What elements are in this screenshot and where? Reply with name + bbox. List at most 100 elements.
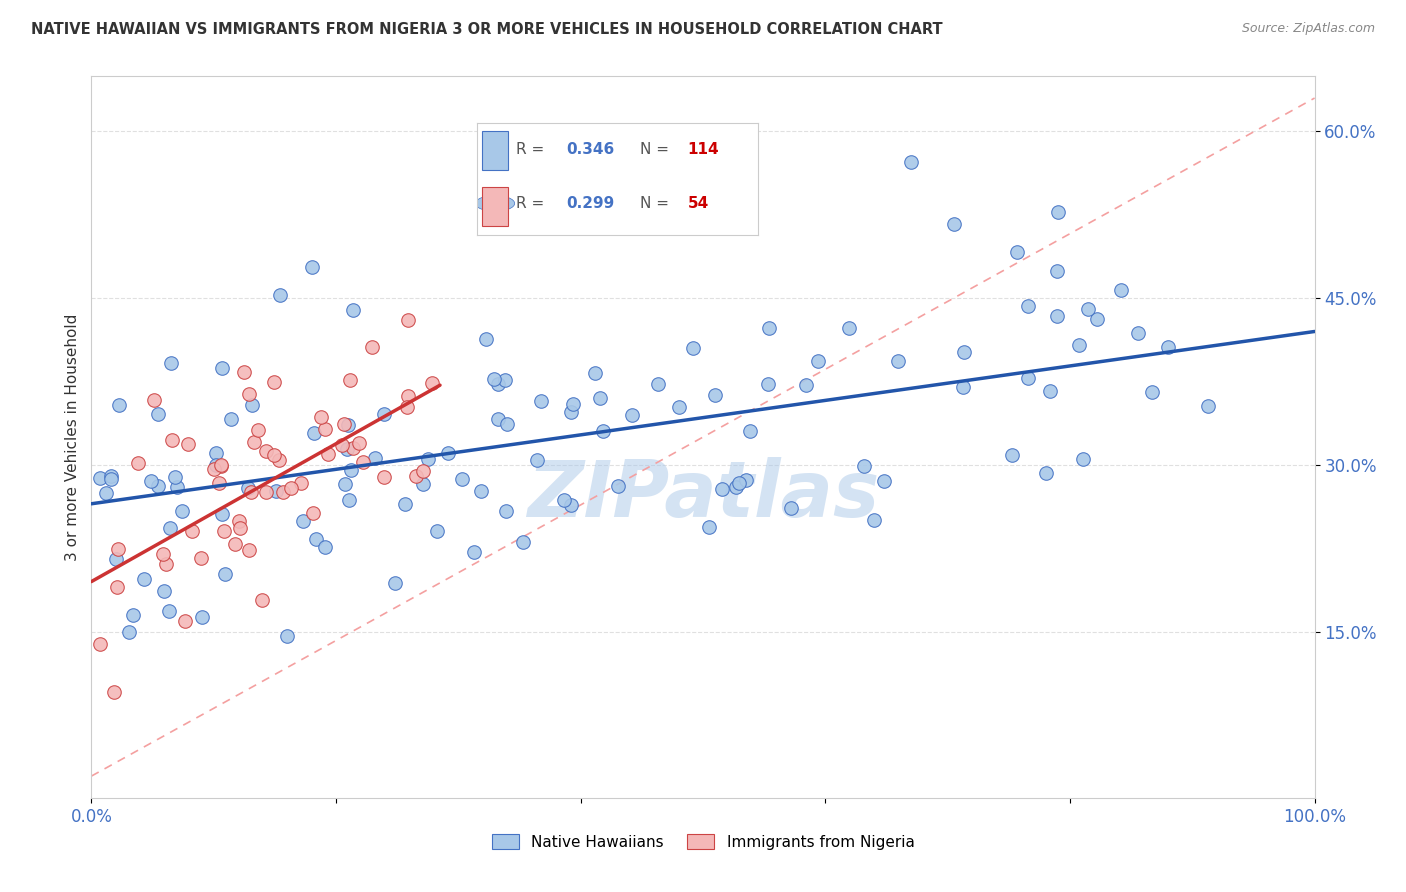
Point xyxy=(269,452,291,467)
Point xyxy=(470,483,492,498)
Point xyxy=(254,444,277,458)
Point xyxy=(209,458,232,473)
Point xyxy=(560,405,582,419)
Point xyxy=(710,482,733,496)
Point xyxy=(494,373,516,387)
Point xyxy=(165,469,187,483)
Point xyxy=(1017,299,1039,313)
Point xyxy=(1142,384,1164,399)
Point xyxy=(209,459,232,474)
Point xyxy=(486,376,509,391)
Point xyxy=(271,485,294,500)
Point xyxy=(530,393,553,408)
Point xyxy=(952,380,974,394)
Point xyxy=(342,302,364,317)
Point xyxy=(228,514,250,528)
Point xyxy=(589,391,612,405)
Point xyxy=(779,501,801,516)
Point xyxy=(364,451,387,466)
Point xyxy=(838,321,860,335)
Point xyxy=(436,446,458,460)
Point xyxy=(887,354,910,368)
Point xyxy=(647,377,669,392)
Point xyxy=(412,464,434,478)
Point xyxy=(155,558,177,572)
Text: ZIPatlas: ZIPatlas xyxy=(527,457,879,533)
Point xyxy=(451,472,474,486)
Point xyxy=(252,592,274,607)
Point xyxy=(316,447,339,461)
Point xyxy=(204,462,226,476)
Point xyxy=(606,479,628,493)
Point xyxy=(495,503,517,517)
Point xyxy=(269,287,291,301)
Point xyxy=(794,378,817,392)
Point xyxy=(159,521,181,535)
Point xyxy=(330,438,353,452)
Point xyxy=(416,451,439,466)
Point xyxy=(336,442,359,456)
Point xyxy=(1046,205,1069,219)
Point xyxy=(305,532,328,546)
Point xyxy=(352,455,374,469)
Point xyxy=(482,372,505,386)
Point xyxy=(143,393,166,408)
Point xyxy=(301,506,323,520)
Point xyxy=(190,551,212,566)
Point xyxy=(373,469,395,483)
Point xyxy=(405,468,427,483)
Point xyxy=(180,524,202,539)
Point xyxy=(159,356,181,370)
Point xyxy=(246,423,269,437)
Point xyxy=(157,604,180,618)
Point xyxy=(205,458,228,472)
Point xyxy=(172,503,194,517)
Point xyxy=(512,535,534,549)
Point xyxy=(153,583,176,598)
Point xyxy=(100,468,122,483)
Point xyxy=(132,572,155,586)
Point xyxy=(863,513,886,527)
Point xyxy=(339,373,361,387)
Point xyxy=(103,684,125,698)
Point xyxy=(495,417,517,431)
Point xyxy=(463,545,485,559)
Point xyxy=(396,400,419,414)
Point xyxy=(1077,301,1099,316)
Point xyxy=(727,476,749,491)
Point xyxy=(682,341,704,355)
Point xyxy=(122,607,145,622)
Point xyxy=(620,408,643,422)
Point xyxy=(176,436,198,450)
Point xyxy=(1046,309,1069,323)
Point xyxy=(254,484,277,499)
Point xyxy=(105,551,128,566)
Point xyxy=(412,476,434,491)
Point xyxy=(553,493,575,508)
Point xyxy=(475,332,498,346)
Point xyxy=(243,435,266,450)
Point xyxy=(240,485,263,500)
Point xyxy=(211,361,233,376)
Point xyxy=(336,417,359,432)
Point xyxy=(384,576,406,591)
Point xyxy=(263,375,285,389)
Text: NATIVE HAWAIIAN VS IMMIGRANTS FROM NIGERIA 3 OR MORE VEHICLES IN HOUSEHOLD CORRE: NATIVE HAWAIIAN VS IMMIGRANTS FROM NIGER… xyxy=(31,22,942,37)
Point xyxy=(127,456,149,470)
Point xyxy=(301,260,323,275)
Point xyxy=(725,480,748,494)
Point xyxy=(1071,452,1094,467)
Text: Source: ZipAtlas.com: Source: ZipAtlas.com xyxy=(1241,22,1375,36)
Point xyxy=(373,407,395,421)
Point xyxy=(238,387,260,401)
Point xyxy=(191,610,214,624)
Point xyxy=(292,514,315,528)
Point xyxy=(852,459,875,474)
Point xyxy=(1017,371,1039,385)
Point xyxy=(224,537,246,551)
Point xyxy=(420,376,443,390)
Point xyxy=(105,581,128,595)
Point xyxy=(704,388,727,402)
Point xyxy=(396,389,419,403)
Point xyxy=(290,475,312,490)
